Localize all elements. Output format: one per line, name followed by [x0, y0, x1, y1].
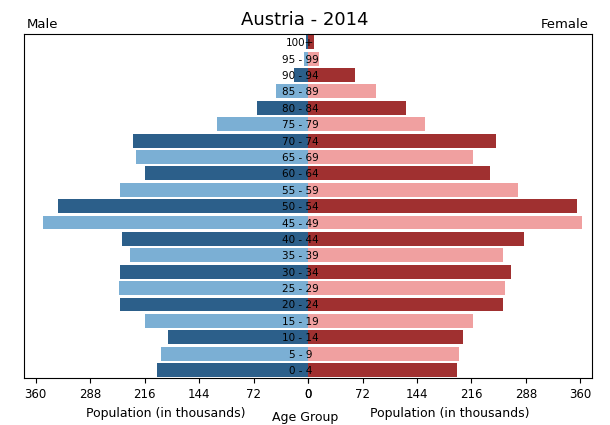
- X-axis label: Population (in thousands): Population (in thousands): [370, 407, 529, 419]
- Bar: [308, 68, 355, 82]
- Text: Austria - 2014: Austria - 2014: [241, 11, 369, 28]
- Bar: [120, 265, 308, 279]
- Bar: [308, 330, 463, 344]
- Bar: [308, 347, 459, 361]
- X-axis label: Population (in thousands): Population (in thousands): [87, 407, 246, 419]
- Bar: [257, 101, 308, 115]
- Text: Female: Female: [541, 17, 589, 31]
- Bar: [295, 68, 308, 82]
- Bar: [308, 150, 473, 164]
- Bar: [308, 265, 511, 279]
- Text: Age Group: Age Group: [272, 411, 338, 424]
- Bar: [132, 133, 308, 147]
- Bar: [131, 248, 308, 262]
- Bar: [145, 314, 308, 328]
- Bar: [145, 166, 308, 180]
- Bar: [276, 85, 308, 98]
- Text: Male: Male: [27, 17, 59, 31]
- Bar: [308, 183, 518, 197]
- Bar: [122, 232, 308, 246]
- Bar: [308, 35, 314, 49]
- Bar: [308, 199, 576, 213]
- Bar: [308, 117, 425, 131]
- Bar: [308, 298, 503, 312]
- Bar: [308, 232, 523, 246]
- Bar: [308, 133, 496, 147]
- Bar: [120, 298, 308, 312]
- Bar: [168, 330, 308, 344]
- Bar: [157, 363, 308, 377]
- Bar: [160, 347, 308, 361]
- Bar: [306, 35, 308, 49]
- Bar: [308, 248, 503, 262]
- Bar: [308, 314, 473, 328]
- Bar: [304, 51, 308, 65]
- Bar: [308, 281, 504, 295]
- Bar: [308, 166, 490, 180]
- Bar: [43, 215, 308, 230]
- Bar: [217, 117, 308, 131]
- Bar: [119, 281, 308, 295]
- Bar: [135, 150, 308, 164]
- Bar: [59, 199, 308, 213]
- Bar: [308, 363, 457, 377]
- Bar: [308, 85, 376, 98]
- Bar: [308, 215, 582, 230]
- Bar: [120, 183, 308, 197]
- Bar: [308, 51, 318, 65]
- Bar: [308, 101, 406, 115]
